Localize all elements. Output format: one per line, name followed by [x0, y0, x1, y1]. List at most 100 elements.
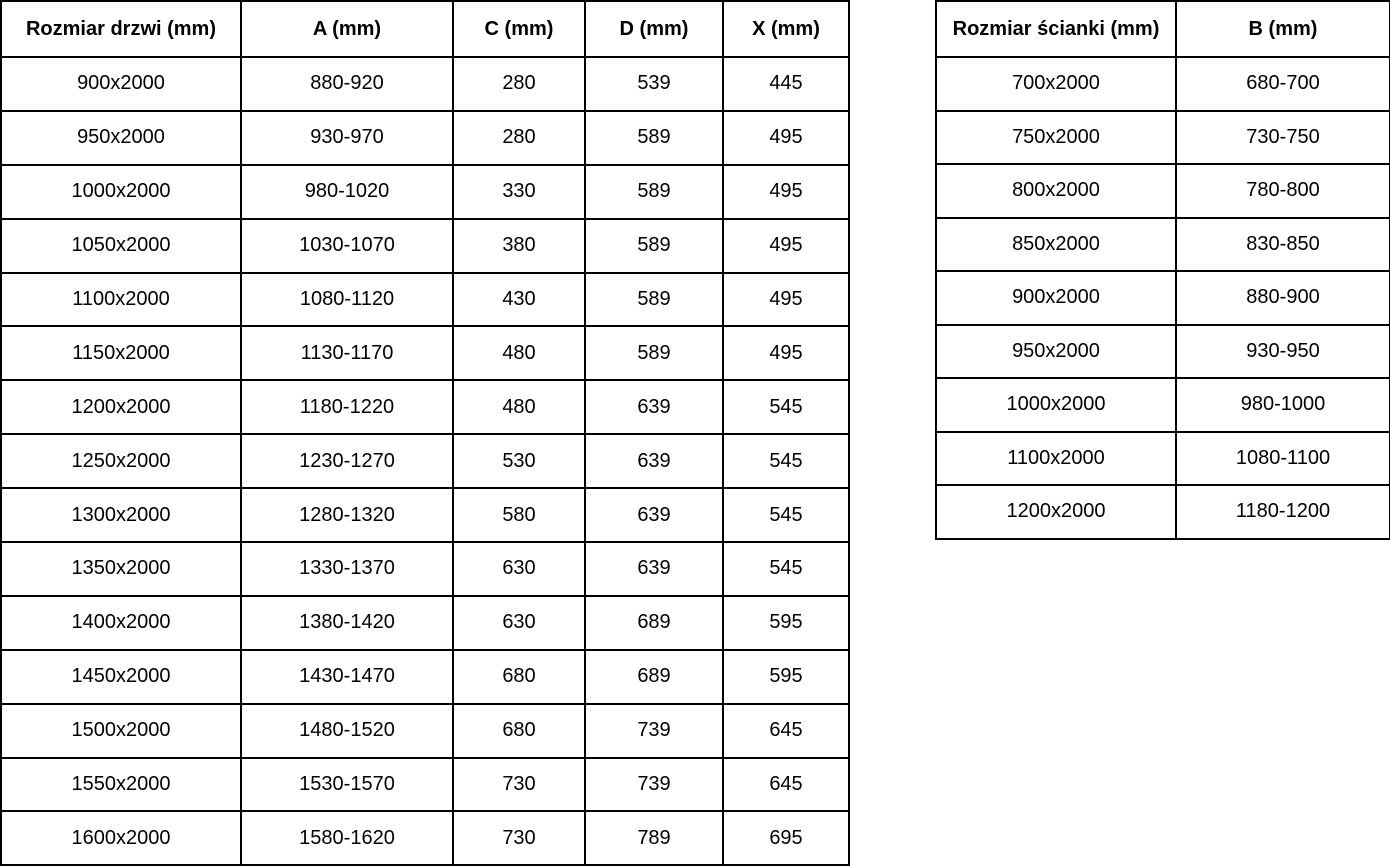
table-cell: 539: [584, 56, 724, 112]
table-cell: 1100x2000: [935, 430, 1177, 486]
table-row: 950x2000 930-970 280 589 495: [0, 109, 850, 166]
table-cell: 495: [722, 271, 850, 328]
table-cell: 1200x2000: [935, 484, 1177, 540]
table-row: 1150x2000 1130-1170 480 589 495: [0, 325, 850, 382]
table-cell: 445: [722, 56, 850, 112]
table-row: 1200x2000 1180-1200: [935, 484, 1390, 540]
table-row: 900x2000 880-920 280 539 445: [0, 56, 850, 112]
table-cell: 695: [722, 810, 850, 866]
table-cell: 545: [722, 487, 850, 544]
table-cell: 680-700: [1175, 56, 1390, 112]
table-cell: 480: [452, 325, 586, 382]
table-cell: 1500x2000: [0, 702, 242, 759]
table-row: 1250x2000 1230-1270 530 639 545: [0, 433, 850, 490]
table-cell: 495: [722, 217, 850, 274]
table-cell: 1130-1170: [240, 325, 454, 382]
table-cell: 639: [584, 541, 724, 597]
table-cell: 1180-1200: [1175, 484, 1390, 540]
table-cell: 589: [584, 325, 724, 382]
table-cell: 595: [722, 594, 850, 651]
table-cell: 545: [722, 379, 850, 436]
table-cell: 689: [584, 648, 724, 705]
column-header: C (mm): [452, 0, 586, 58]
table-cell: 930-950: [1175, 323, 1390, 379]
table-cell: 850x2000: [935, 216, 1177, 272]
table-cell: 750x2000: [935, 109, 1177, 165]
table-cell: 980-1000: [1175, 377, 1390, 433]
table-cell: 1200x2000: [0, 379, 242, 436]
table-cell: 1450x2000: [0, 648, 242, 705]
table-cell: 495: [722, 163, 850, 220]
table-row: 850x2000 830-850: [935, 216, 1390, 272]
table-cell: 930-970: [240, 109, 454, 166]
table-cell: 380: [452, 217, 586, 274]
table-cell: 430: [452, 271, 586, 328]
table-cell: 1000x2000: [935, 377, 1177, 433]
table-row: 1500x2000 1480-1520 680 739 645: [0, 702, 850, 759]
column-header: Rozmiar ścianki (mm): [935, 0, 1177, 58]
table-cell: 495: [722, 325, 850, 382]
table-row: 1600x2000 1580-1620 730 789 695: [0, 810, 850, 866]
table-cell: 1150x2000: [0, 325, 242, 382]
table-cell: 645: [722, 756, 850, 813]
table-cell: 1580-1620: [240, 810, 454, 866]
table-cell: 950x2000: [0, 109, 242, 166]
table-cell: 780-800: [1175, 163, 1390, 219]
table-cell: 789: [584, 810, 724, 866]
door-table-header-row: Rozmiar drzwi (mm) A (mm) C (mm) D (mm) X (m…: [0, 0, 850, 58]
table-cell: 1100x2000: [0, 271, 242, 328]
table-cell: 630: [452, 594, 586, 651]
table-cell: 495: [722, 109, 850, 166]
table-cell: 680: [452, 702, 586, 759]
table-row: 1050x2000 1030-1070 380 589 495: [0, 217, 850, 274]
table-cell: 1480-1520: [240, 702, 454, 759]
door-size-table: Rozmiar drzwi (mm) A (mm) C (mm) D (mm) X (m…: [0, 0, 850, 866]
table-cell: 545: [722, 433, 850, 490]
table-cell: 1530-1570: [240, 756, 454, 813]
table-cell: 1030-1070: [240, 217, 454, 274]
table-cell: 589: [584, 217, 724, 274]
table-cell: 800x2000: [935, 163, 1177, 219]
table-cell: 1280-1320: [240, 487, 454, 544]
table-cell: 545: [722, 541, 850, 597]
table-cell: 1550x2000: [0, 756, 242, 813]
table-cell: 900x2000: [935, 270, 1177, 326]
column-header: A (mm): [240, 0, 454, 58]
table-row: 700x2000 680-700: [935, 56, 1390, 112]
table-row: 1400x2000 1380-1420 630 689 595: [0, 594, 850, 651]
table-cell: 480: [452, 379, 586, 436]
table-row: 1350x2000 1330-1370 630 639 545: [0, 541, 850, 597]
table-row: 1000x2000 980-1000: [935, 377, 1390, 433]
column-header: X (mm): [722, 0, 850, 58]
table-cell: 689: [584, 594, 724, 651]
table-cell: 700x2000: [935, 56, 1177, 112]
table-cell: 1330-1370: [240, 541, 454, 597]
table-cell: 645: [722, 702, 850, 759]
table-cell: 739: [584, 702, 724, 759]
table-cell: 739: [584, 756, 724, 813]
table-row: 900x2000 880-900: [935, 270, 1390, 326]
column-header: B (mm): [1175, 0, 1390, 58]
table-cell: 680: [452, 648, 586, 705]
column-header: D (mm): [584, 0, 724, 58]
table-cell: 730-750: [1175, 109, 1390, 165]
table-cell: 530: [452, 433, 586, 490]
table-cell: 580: [452, 487, 586, 544]
table-cell: 639: [584, 379, 724, 436]
table-cell: 639: [584, 433, 724, 490]
table-row: 1300x2000 1280-1320 580 639 545: [0, 487, 850, 544]
table-cell: 730: [452, 756, 586, 813]
table-row: 1100x2000 1080-1120 430 589 495: [0, 271, 850, 328]
table-cell: 980-1020: [240, 163, 454, 220]
table-cell: 280: [452, 109, 586, 166]
table-row: 750x2000 730-750: [935, 109, 1390, 165]
table-cell: 639: [584, 487, 724, 544]
table-cell: 1400x2000: [0, 594, 242, 651]
table-row: 950x2000 930-950: [935, 323, 1390, 379]
table-cell: 880-900: [1175, 270, 1390, 326]
table-cell: 1080-1120: [240, 271, 454, 328]
table-cell: 1230-1270: [240, 433, 454, 490]
table-cell: 280: [452, 56, 586, 112]
table-cell: 730: [452, 810, 586, 866]
